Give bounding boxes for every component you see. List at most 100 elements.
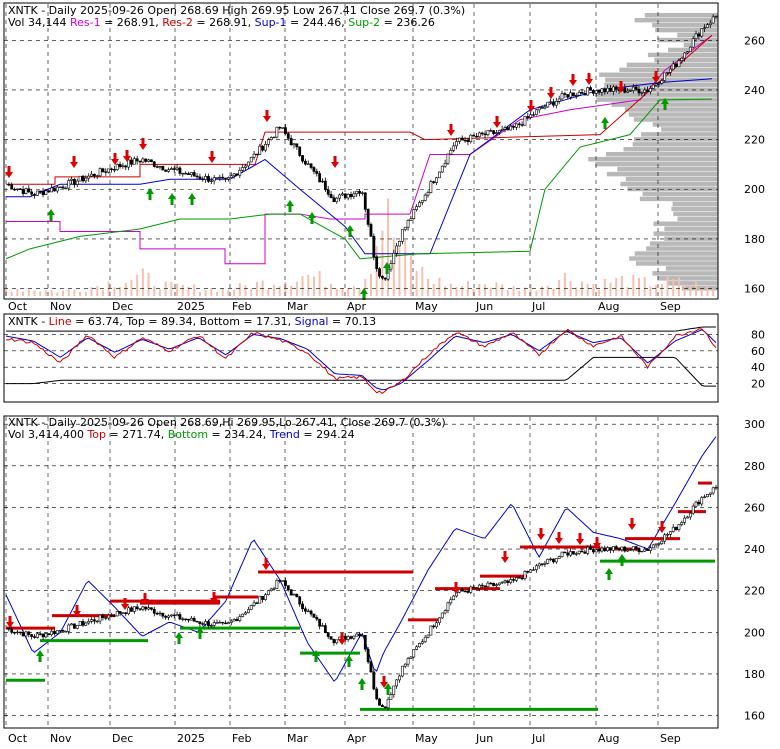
candle-body — [694, 501, 698, 507]
volume-bar — [84, 292, 87, 296]
month-label: Mar — [287, 732, 308, 745]
candle-body — [352, 635, 356, 639]
volume-bar — [50, 290, 53, 296]
candle-body — [520, 124, 524, 126]
volume-profile-bar — [653, 231, 718, 236]
candle-body — [107, 614, 111, 619]
candle-body — [440, 612, 444, 619]
candle-body — [586, 87, 590, 96]
candle-body — [98, 168, 102, 177]
candle-body — [341, 193, 344, 196]
candle-body — [418, 202, 421, 207]
volume-profile-bar — [673, 211, 718, 217]
candle-body — [112, 615, 116, 617]
candle-body — [246, 161, 250, 167]
candle-body — [53, 187, 56, 192]
candle-body — [509, 579, 513, 583]
month-label: May — [415, 732, 438, 745]
candle-body — [597, 549, 601, 552]
volume-bar — [529, 284, 532, 296]
candle-body — [192, 172, 196, 177]
candle-body — [398, 241, 401, 247]
month-label: Feb — [232, 300, 251, 313]
candle-body — [227, 177, 230, 180]
volume-bar — [563, 273, 566, 296]
candle-body — [121, 165, 125, 167]
sell-arrow-icon — [141, 593, 149, 605]
candle-body — [169, 614, 173, 617]
legend-line: Vol 34,144 Res-1 = 268.91, Res-2 = 268.9… — [8, 16, 435, 29]
candle-body — [512, 579, 515, 581]
volume-profile-bar — [672, 201, 718, 207]
candle-body — [218, 176, 222, 179]
volume-profile-bar — [605, 152, 718, 157]
candle-body — [30, 634, 34, 637]
candle-body — [235, 619, 239, 621]
candle-body — [688, 512, 692, 518]
candle-body — [549, 558, 553, 561]
candle-body — [375, 256, 379, 269]
volume-bar — [39, 291, 42, 296]
res-2-line — [6, 34, 713, 185]
candle-body — [272, 136, 276, 139]
sell-arrow-icon — [5, 166, 13, 178]
panel3-y-tick-label: 180 — [744, 668, 765, 681]
candle-body — [161, 166, 165, 171]
candle-body — [543, 106, 547, 109]
candle-body — [475, 135, 478, 138]
buy-arrow-icon — [196, 627, 204, 639]
volume-bar — [489, 287, 492, 296]
volume-bar — [369, 273, 372, 296]
candle-body — [677, 524, 681, 530]
volume-bar — [267, 288, 270, 296]
candle-body — [386, 698, 390, 709]
sell-arrow-icon — [262, 558, 270, 570]
candle-body — [101, 168, 105, 172]
volume-bar — [484, 284, 487, 296]
volume-profile-bar — [599, 72, 718, 78]
candle-body — [44, 633, 48, 638]
sell-arrow-icon — [527, 100, 535, 112]
volume-bar — [609, 282, 612, 296]
candle-body — [70, 178, 73, 181]
candle-body — [572, 92, 575, 97]
candle-body — [278, 580, 282, 582]
candle-body — [346, 194, 350, 199]
candle-body — [443, 162, 447, 167]
panel3-y-tick-label: 200 — [744, 626, 765, 639]
volume-bar — [153, 286, 156, 296]
candle-body — [688, 46, 692, 53]
candle-body — [438, 617, 441, 624]
legend-part: Bottom — [200, 315, 240, 328]
volume-profile-bar — [617, 166, 718, 172]
candle-body — [261, 145, 265, 151]
candle-body — [298, 146, 302, 156]
candle-body — [64, 631, 68, 633]
candle-body — [187, 173, 190, 176]
candle-body — [583, 93, 587, 96]
candle-body — [369, 224, 373, 237]
candle-body — [361, 635, 364, 637]
candle-body — [640, 550, 644, 553]
candle-body — [241, 613, 245, 617]
candle-body — [400, 229, 404, 242]
sell-arrow-icon — [447, 124, 455, 136]
candle-body — [589, 87, 592, 91]
buy-arrow-icon — [601, 117, 609, 129]
volume-bar — [552, 288, 555, 296]
candle-body — [326, 189, 330, 195]
candle-body — [609, 87, 612, 92]
candle-body — [107, 168, 111, 173]
candle-body — [309, 610, 313, 615]
candle-body — [583, 551, 587, 554]
volume-bar — [512, 286, 515, 296]
candle-body — [486, 130, 490, 136]
candle-body — [21, 189, 25, 194]
candle-body — [526, 116, 530, 118]
volume-bar — [409, 255, 412, 296]
candle-body — [18, 631, 22, 634]
volume-bar — [227, 290, 230, 296]
candle-body — [552, 558, 555, 563]
candle-body — [269, 137, 273, 140]
candle-body — [175, 614, 179, 617]
